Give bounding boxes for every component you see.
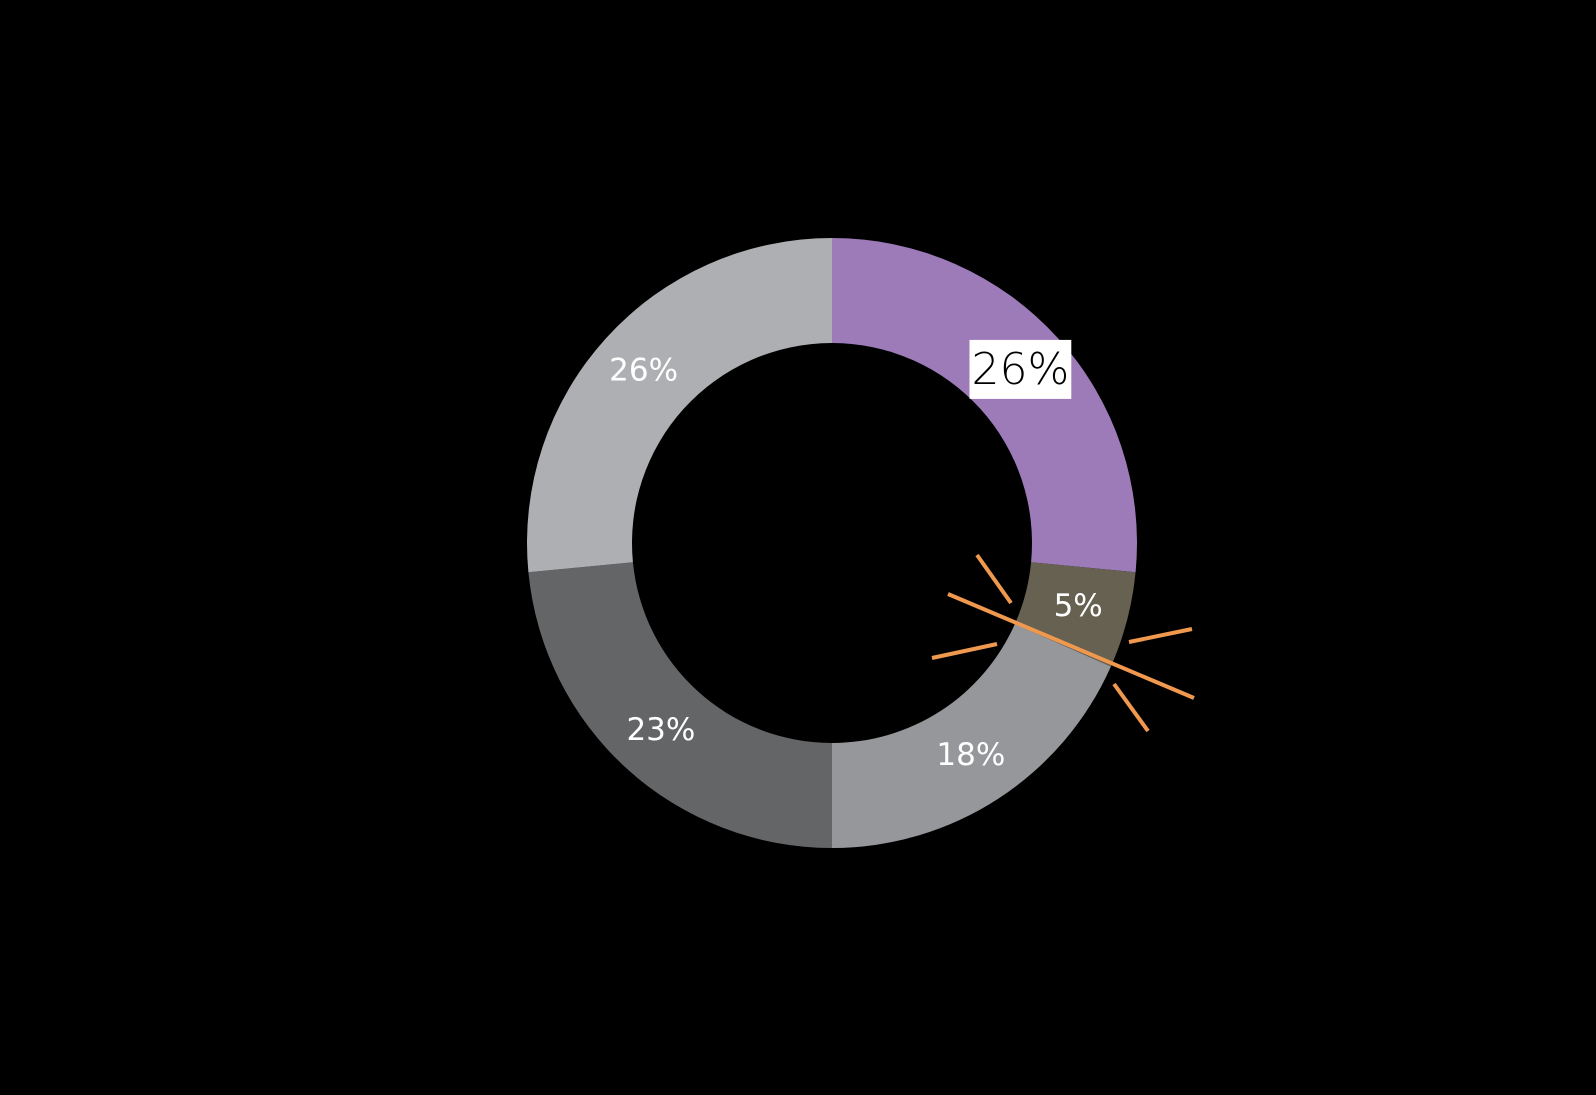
highlight-line — [1128, 627, 1193, 644]
data-label: 26% — [609, 352, 678, 388]
data-label: 5% — [1054, 588, 1103, 624]
highlight-line — [947, 592, 1195, 700]
donut-slice — [832, 238, 1137, 573]
highlight-marks — [931, 553, 1195, 733]
data-label: 18% — [936, 737, 1005, 773]
data-label: 23% — [626, 712, 695, 748]
highlight-line — [931, 642, 998, 660]
data-labels: 26% 5% 18% 23% 26% — [609, 339, 1103, 773]
highlight-line — [1112, 682, 1150, 733]
label-box — [969, 339, 1072, 399]
donut-slice — [528, 562, 832, 848]
highlight-line — [975, 553, 1013, 605]
donut — [527, 238, 1137, 848]
donut-slice — [832, 623, 1111, 848]
donut-slice — [527, 238, 832, 573]
donut-slice — [1014, 562, 1136, 667]
data-label: 26% — [972, 344, 1070, 395]
